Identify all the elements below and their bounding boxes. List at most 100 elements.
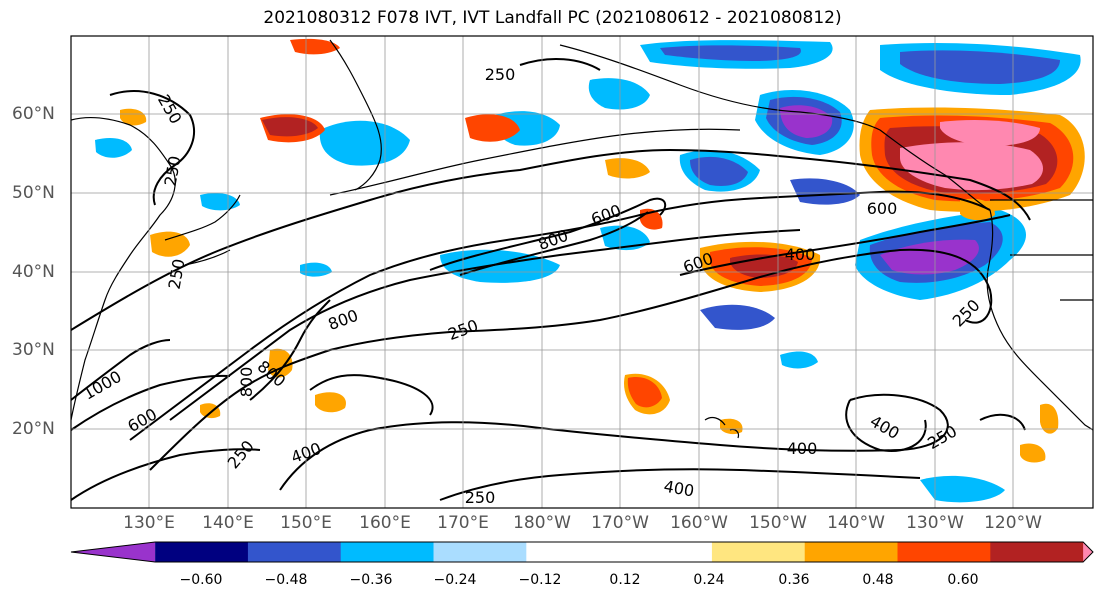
ivt-contours xyxy=(71,57,1031,501)
colorbar-tick-label: 0.36 xyxy=(778,572,810,588)
ivt-contour-800 xyxy=(459,211,649,276)
positive-pc-region xyxy=(465,114,520,142)
hawaii-islands xyxy=(704,416,740,439)
lat-label: 40°N xyxy=(12,262,55,282)
positive-pc-region xyxy=(960,198,995,221)
positive-pc-region xyxy=(900,142,1043,191)
ivt-contour-600 xyxy=(429,197,667,271)
gridlines xyxy=(71,36,1093,508)
ivt-contour-250 xyxy=(109,90,195,206)
colorbar-outline xyxy=(70,541,1094,563)
lat-label: 20°N xyxy=(12,419,55,439)
colorbar-segment xyxy=(340,542,435,562)
colorbar-segment xyxy=(155,542,249,562)
colorbar-segment xyxy=(433,542,527,562)
negative-pc-region xyxy=(790,178,860,205)
negative-pc-region xyxy=(780,351,818,369)
ivt-contour-250 xyxy=(439,468,921,501)
colorbar-extend-high xyxy=(1083,542,1093,562)
colorbar-segment xyxy=(711,542,806,562)
positive-pc-region xyxy=(200,403,221,419)
negative-pc-region xyxy=(690,156,748,186)
lon-label: 150°E xyxy=(280,513,332,533)
ivt-contour-250 xyxy=(249,299,331,401)
colorbar-segment xyxy=(247,542,342,562)
colorbar-tick-label: 0.24 xyxy=(693,572,725,588)
contour-label: 400 xyxy=(785,245,816,264)
ivt-contour-250 xyxy=(71,448,261,501)
positive-pc-region xyxy=(315,392,346,413)
positive-pc-region xyxy=(940,120,1040,146)
kamchatka-coastline xyxy=(329,39,382,191)
colorbar-tick-label: 0.48 xyxy=(862,572,894,588)
colorbar-segment xyxy=(804,542,899,562)
positive-pc-region xyxy=(605,158,650,179)
colorbar-tick-label: −0.60 xyxy=(179,572,223,588)
positive-pc-region xyxy=(1020,443,1046,463)
ivt-contour-250 xyxy=(519,57,601,71)
colorbar-segment xyxy=(897,542,991,562)
lon-label: 140°W xyxy=(827,513,885,533)
colorbar-tick-label: −0.36 xyxy=(349,572,393,588)
positive-pc-region xyxy=(150,231,190,257)
colorbar-tick-label: 0.12 xyxy=(609,572,641,588)
lon-label: 170°E xyxy=(437,513,489,533)
negative-pc-region xyxy=(880,239,979,275)
negative-pc-region xyxy=(900,50,1060,84)
colorbar-tick-label: −0.24 xyxy=(433,572,477,588)
colorbar-segment xyxy=(619,542,713,562)
negative-pc-region xyxy=(660,45,801,61)
positive-pc-region xyxy=(262,117,318,137)
negative-pc-region xyxy=(920,475,1005,503)
contour-label: 250 xyxy=(465,488,496,507)
colorbar-segment xyxy=(990,542,1084,562)
negative-pc-region xyxy=(700,304,775,330)
ivt-contour-250 xyxy=(979,413,1026,431)
alaska-coastline xyxy=(559,44,991,211)
lon-label: 150°W xyxy=(749,513,807,533)
ivt-contour-400 xyxy=(679,214,1011,276)
colorbar-tick-label: −0.12 xyxy=(518,572,562,588)
asia-coastline xyxy=(71,116,176,421)
positive-pc-region xyxy=(290,38,340,55)
lon-label: 180°W xyxy=(513,513,571,533)
contour-label: 400 xyxy=(787,439,818,458)
pc-shading xyxy=(95,38,1085,503)
ivt-contour-250 xyxy=(149,248,993,471)
lon-label: 130°W xyxy=(906,513,964,533)
positive-pc-region xyxy=(627,377,662,408)
ivt-contour-400 xyxy=(279,393,949,491)
lat-label: 30°N xyxy=(12,340,55,360)
contour-label: 600 xyxy=(867,199,898,218)
lon-label: 140°E xyxy=(202,513,254,533)
north-america-west-coastline xyxy=(986,209,1093,431)
negative-pc-region xyxy=(319,120,410,166)
map-frame xyxy=(70,35,1094,509)
colorbar-tick-label: 0.60 xyxy=(947,572,979,588)
lat-label: 60°N xyxy=(12,104,55,124)
ivt-contour-1000 xyxy=(71,339,171,401)
contour-label: 250 xyxy=(485,65,516,84)
ivt-contour-400 xyxy=(845,399,927,452)
ivt-contour-250 xyxy=(71,148,1031,331)
positive-pc-region xyxy=(120,108,147,126)
negative-pc-region xyxy=(95,138,132,158)
map-title: 2021080312 F078 IVT, IVT Landfall PC (20… xyxy=(263,8,842,28)
lon-label: 160°W xyxy=(670,513,728,533)
negative-pc-region xyxy=(200,193,240,211)
negative-pc-region xyxy=(780,105,833,138)
colorbar-extend-low xyxy=(71,542,156,562)
ivt-contour-600 xyxy=(71,374,231,431)
lat-label: 50°N xyxy=(12,183,55,203)
colorbar-tick-label: −0.48 xyxy=(264,572,308,588)
contour-label: 800 xyxy=(237,367,256,398)
ivt-contour-800 xyxy=(169,229,801,421)
positive-pc-region xyxy=(720,418,743,435)
lon-label: 170°W xyxy=(591,513,649,533)
lon-label: 130°E xyxy=(123,513,175,533)
lon-label: 160°E xyxy=(359,513,411,533)
positive-pc-region xyxy=(1040,403,1059,434)
colorbar-segment xyxy=(526,542,620,562)
